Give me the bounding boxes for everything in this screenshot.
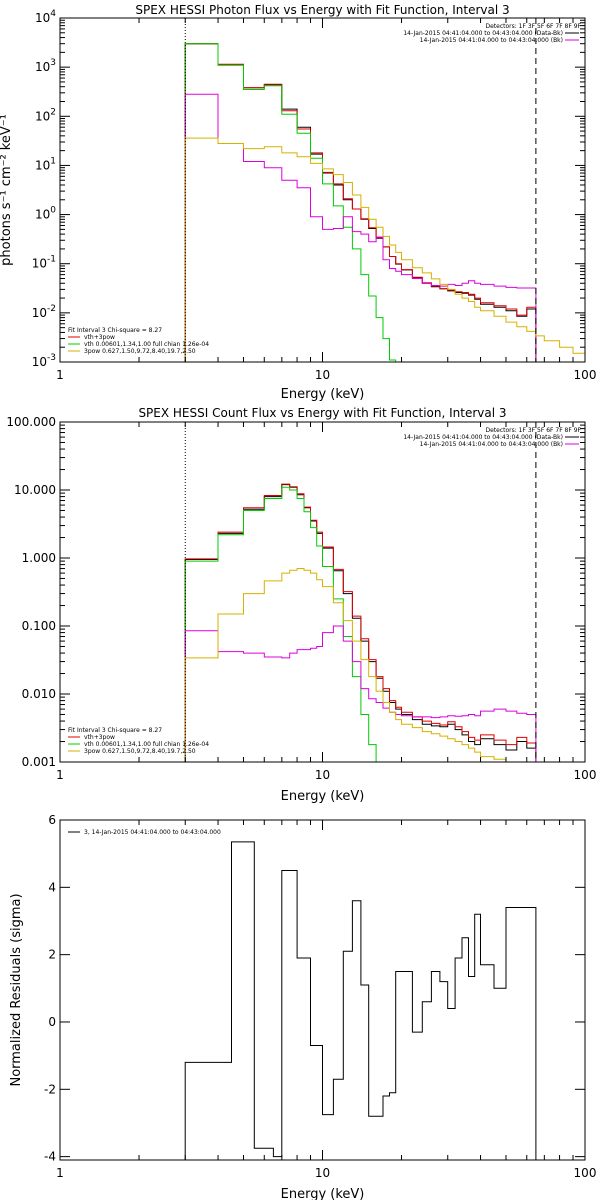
resid-ytick-label: 0 bbox=[48, 1015, 56, 1029]
count-legend-left-item: 3pow 0.627,1.50,9.72,8.40,19.7,2.50 bbox=[84, 748, 196, 755]
photon-ytick-label: 102 bbox=[35, 107, 56, 123]
count-ytick-label: 0.001 bbox=[22, 755, 56, 769]
count-legend-left-item: vth 0.00601,1.34,1.00 full chian 1.26e-0… bbox=[84, 741, 209, 748]
resid-series-0 bbox=[185, 842, 536, 1160]
photon-legend-left-item: vth+3pow bbox=[84, 334, 115, 341]
photon-legend-right-item: 14-Jan-2015 04:41:04.000 to 04:43:04.000… bbox=[403, 30, 563, 37]
photon-ytick-label: 100 bbox=[35, 206, 56, 222]
photon-ytick-label: 104 bbox=[35, 9, 56, 25]
photon-ytick-label: 10-2 bbox=[32, 304, 56, 320]
resid-xtick-label: 1 bbox=[56, 1166, 64, 1180]
resid-ytick-label: 6 bbox=[48, 813, 56, 827]
photon-ytick-exp: 0 bbox=[50, 206, 56, 216]
count-xlabel: Energy (keV) bbox=[281, 789, 365, 804]
resid-ytick-label: -4 bbox=[44, 1150, 56, 1164]
photon-ytick-base: 10 bbox=[35, 158, 50, 172]
photon-ytick-label: 10-1 bbox=[32, 255, 56, 271]
count-xtick-label: 1 bbox=[56, 768, 64, 782]
count-legend-right-item: 14-Jan-2015 04:41:04.000 to 04:43:04.000… bbox=[420, 441, 563, 448]
photon-legend-left-item: vth 0.00601,1.34,1.00 full chian 1.26e-0… bbox=[84, 341, 209, 348]
count-xtick-label: 10 bbox=[315, 768, 330, 782]
spectral-fit-figure: 1 10 10010-310-210-1100101102103104 SPEX HE… bbox=[0, 0, 600, 1200]
photon-xtick-label: 100 bbox=[574, 368, 597, 382]
photon-legend-right-item: 14-Jan-2015 04:41:04.000 to 04:43:04.000… bbox=[420, 37, 563, 44]
count-ytick-label: 1.000 bbox=[22, 551, 56, 565]
photon-ytick-label: 10-3 bbox=[32, 353, 56, 369]
count-panel: 1 10 100 0.001 0.010 0.100 1.000 10.000 100.000 S… bbox=[6, 406, 596, 804]
photon-ytick-base: 10 bbox=[32, 257, 47, 271]
photon-ytick-exp: 1 bbox=[50, 156, 56, 166]
photon-title: SPEX HESSI Photon Flux vs Energy with Fi… bbox=[135, 3, 509, 17]
count-ytick-label: 100.000 bbox=[6, 415, 56, 429]
count-ytick-label: 0.100 bbox=[22, 619, 56, 633]
photon-xlabel: Energy (keV) bbox=[281, 387, 365, 402]
resid-ytick-label: -2 bbox=[44, 1082, 56, 1096]
resid-panel: 1 10 100 -4 -2 0 2 4 6 Energy (keV) Normalized Res… bbox=[9, 813, 596, 1200]
resid-ylabel: Normalized Residuals (sigma) bbox=[9, 893, 24, 1086]
photon-ytick-base: 10 bbox=[35, 11, 50, 25]
photon-xtick-label: 1 bbox=[56, 368, 64, 382]
count-legend-right-item: 14-Jan-2015 04:41:04.000 to 04:43:04.000… bbox=[403, 434, 563, 441]
count-ytick-label: 10.000 bbox=[14, 483, 56, 497]
photon-ytick-exp: 3 bbox=[50, 58, 56, 68]
count-legend-left-item: vth+3pow bbox=[84, 734, 115, 741]
resid-xtick-label: 100 bbox=[574, 1166, 597, 1180]
resid-xlabel: Energy (keV) bbox=[281, 1187, 365, 1200]
photon-series-3 bbox=[185, 94, 536, 362]
photon-ylabel: photons s⁻¹ cm⁻² keV⁻¹ bbox=[0, 114, 14, 266]
resid-legend-left-item: 3, 14-Jan-2015 04:41:04.000 to 04:43:04.… bbox=[84, 829, 221, 836]
count-legend-right-item: Detectors: 1F 3F 5F 6F 7F 8F 9F bbox=[485, 427, 581, 434]
photon-ytick-base: 10 bbox=[32, 306, 47, 320]
photon-series-4 bbox=[185, 138, 585, 362]
photon-legend-left-item: Fit Interval 3 Chi-square = 8.27 bbox=[68, 327, 162, 334]
count-series-1 bbox=[185, 484, 536, 762]
count-series-2 bbox=[185, 487, 383, 772]
photon-legend-right-item: Detectors: 1F 3F 5F 6F 7F 8F 9F bbox=[485, 23, 581, 30]
photon-xtick-label: 10 bbox=[315, 368, 330, 382]
count-xtick-label: 100 bbox=[574, 768, 597, 782]
photon-ytick-exp: 4 bbox=[50, 9, 56, 19]
count-title: SPEX HESSI Count Flux vs Energy with Fit… bbox=[138, 406, 506, 420]
photon-ytick-base: 10 bbox=[35, 208, 50, 222]
resid-xtick-label: 10 bbox=[315, 1166, 330, 1180]
count-ytick-label: 0.010 bbox=[22, 687, 56, 701]
resid-ytick-label: 4 bbox=[48, 880, 56, 894]
photon-ytick-base: 10 bbox=[32, 355, 47, 369]
photon-ytick-label: 103 bbox=[35, 58, 56, 74]
photon-ytick-exp: -3 bbox=[47, 353, 56, 363]
photon-ytick-exp: 2 bbox=[50, 107, 56, 117]
photon-ytick-base: 10 bbox=[35, 109, 50, 123]
photon-ytick-exp: -1 bbox=[47, 255, 56, 265]
count-series-4 bbox=[185, 569, 527, 766]
photon-ytick-label: 101 bbox=[35, 156, 56, 172]
photon-ytick-exp: -2 bbox=[47, 304, 56, 314]
photon-ytick-base: 10 bbox=[35, 60, 50, 74]
photon-legend-left-item: 3pow 0.627,1.50,9.72,8.40,19.7,2.50 bbox=[84, 348, 196, 355]
count-legend-left-item: Fit Interval 3 Chi-square = 8.27 bbox=[68, 727, 162, 734]
resid-ytick-label: 2 bbox=[48, 948, 56, 962]
